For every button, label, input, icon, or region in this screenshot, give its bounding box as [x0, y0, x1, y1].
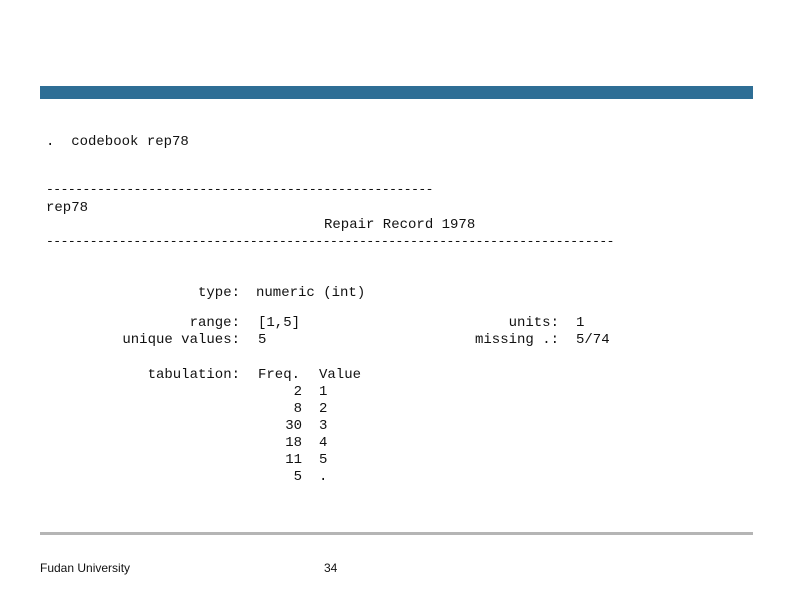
tabulation-freq: 18	[285, 435, 302, 451]
unique-values-label: unique values:	[122, 332, 240, 348]
units-value: 1	[576, 315, 585, 331]
tabulation-freq: 8	[293, 401, 302, 417]
tabulation-value: 1	[319, 384, 328, 400]
range-value: [1,5]	[258, 315, 301, 331]
command-line: . codebook rep78	[46, 134, 189, 150]
tabulation-freq: 5	[293, 469, 302, 485]
tabulation-label: tabulation:	[147, 367, 240, 383]
tabulation-value: 4	[319, 435, 328, 451]
header-accent-bar	[40, 86, 753, 99]
footer-organization: Fudan University	[40, 561, 131, 575]
tabulation-value: .	[319, 469, 328, 485]
range-label: range:	[189, 315, 240, 331]
rule-long: ----------------------------------------…	[46, 234, 614, 249]
value-header: Value	[319, 367, 362, 383]
tabulation-freq: 30	[285, 418, 302, 434]
missing-value: 5/74	[576, 332, 610, 348]
tabulation-freq: 11	[285, 452, 302, 468]
footer-rule	[40, 532, 753, 535]
page-number: 34	[324, 561, 338, 575]
tabulation-value: 3	[319, 418, 328, 434]
type-value: numeric (int)	[256, 285, 366, 301]
freq-header: Freq.	[258, 367, 301, 383]
type-label: type:	[197, 285, 240, 301]
tabulation-freq: 2	[293, 384, 302, 400]
unique-values-value: 5	[258, 332, 267, 348]
tabulation-value: 2	[319, 401, 328, 417]
variable-name: rep78	[46, 200, 89, 216]
tabulation-value: 5	[319, 452, 328, 468]
variable-label: Repair Record 1978	[324, 217, 476, 233]
missing-label: missing .:	[474, 332, 559, 348]
rule-short: ----------------------------------------…	[46, 182, 433, 197]
units-label: units:	[508, 315, 559, 331]
